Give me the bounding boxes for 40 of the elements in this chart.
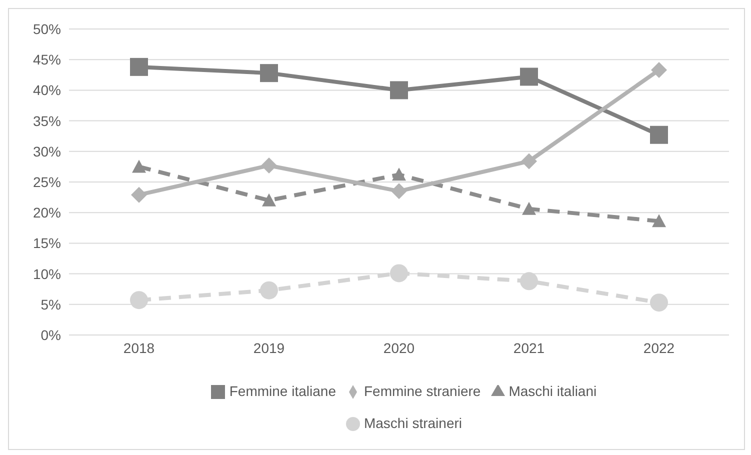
legend-label: Maschi italiani bbox=[508, 383, 597, 399]
legend-label: Femmine italiane bbox=[229, 383, 336, 399]
legend-label: Femmine straniere bbox=[364, 383, 481, 399]
point bbox=[651, 62, 667, 78]
x-tick-label: 2018 bbox=[123, 340, 155, 356]
y-tick-label: 10% bbox=[32, 266, 61, 282]
x-tick-label: 2019 bbox=[253, 340, 285, 356]
x-tick-label: 2021 bbox=[513, 340, 545, 356]
point bbox=[262, 193, 276, 206]
y-tick-label: 45% bbox=[32, 52, 61, 68]
point bbox=[132, 160, 146, 173]
point bbox=[650, 294, 668, 312]
y-tick-label: 30% bbox=[32, 143, 61, 160]
y-tick-label: 5% bbox=[40, 296, 61, 312]
y-tick-label: 25% bbox=[32, 174, 61, 190]
point bbox=[391, 183, 407, 200]
point bbox=[261, 157, 277, 174]
y-tick-label: 35% bbox=[32, 112, 61, 129]
point bbox=[521, 153, 537, 170]
x-tick-label: 2022 bbox=[643, 340, 675, 356]
point bbox=[390, 81, 408, 100]
y-tick-label: 40% bbox=[32, 82, 61, 98]
x-tick-label: 2020 bbox=[383, 340, 415, 356]
point bbox=[130, 291, 148, 310]
y-tick-label: 15% bbox=[32, 235, 61, 252]
y-tick-label: 50% bbox=[32, 20, 61, 37]
point bbox=[522, 202, 536, 215]
point bbox=[130, 58, 148, 76]
point bbox=[652, 214, 666, 228]
y-tick-label: 20% bbox=[32, 204, 61, 221]
point bbox=[650, 126, 668, 144]
point bbox=[260, 64, 278, 82]
point bbox=[131, 186, 147, 203]
point bbox=[520, 272, 538, 290]
y-tick-label: 0% bbox=[40, 326, 61, 343]
point bbox=[390, 264, 408, 282]
point bbox=[392, 168, 406, 181]
point bbox=[520, 68, 538, 86]
legend-label: Maschi straineri bbox=[364, 415, 462, 431]
point bbox=[260, 281, 278, 300]
